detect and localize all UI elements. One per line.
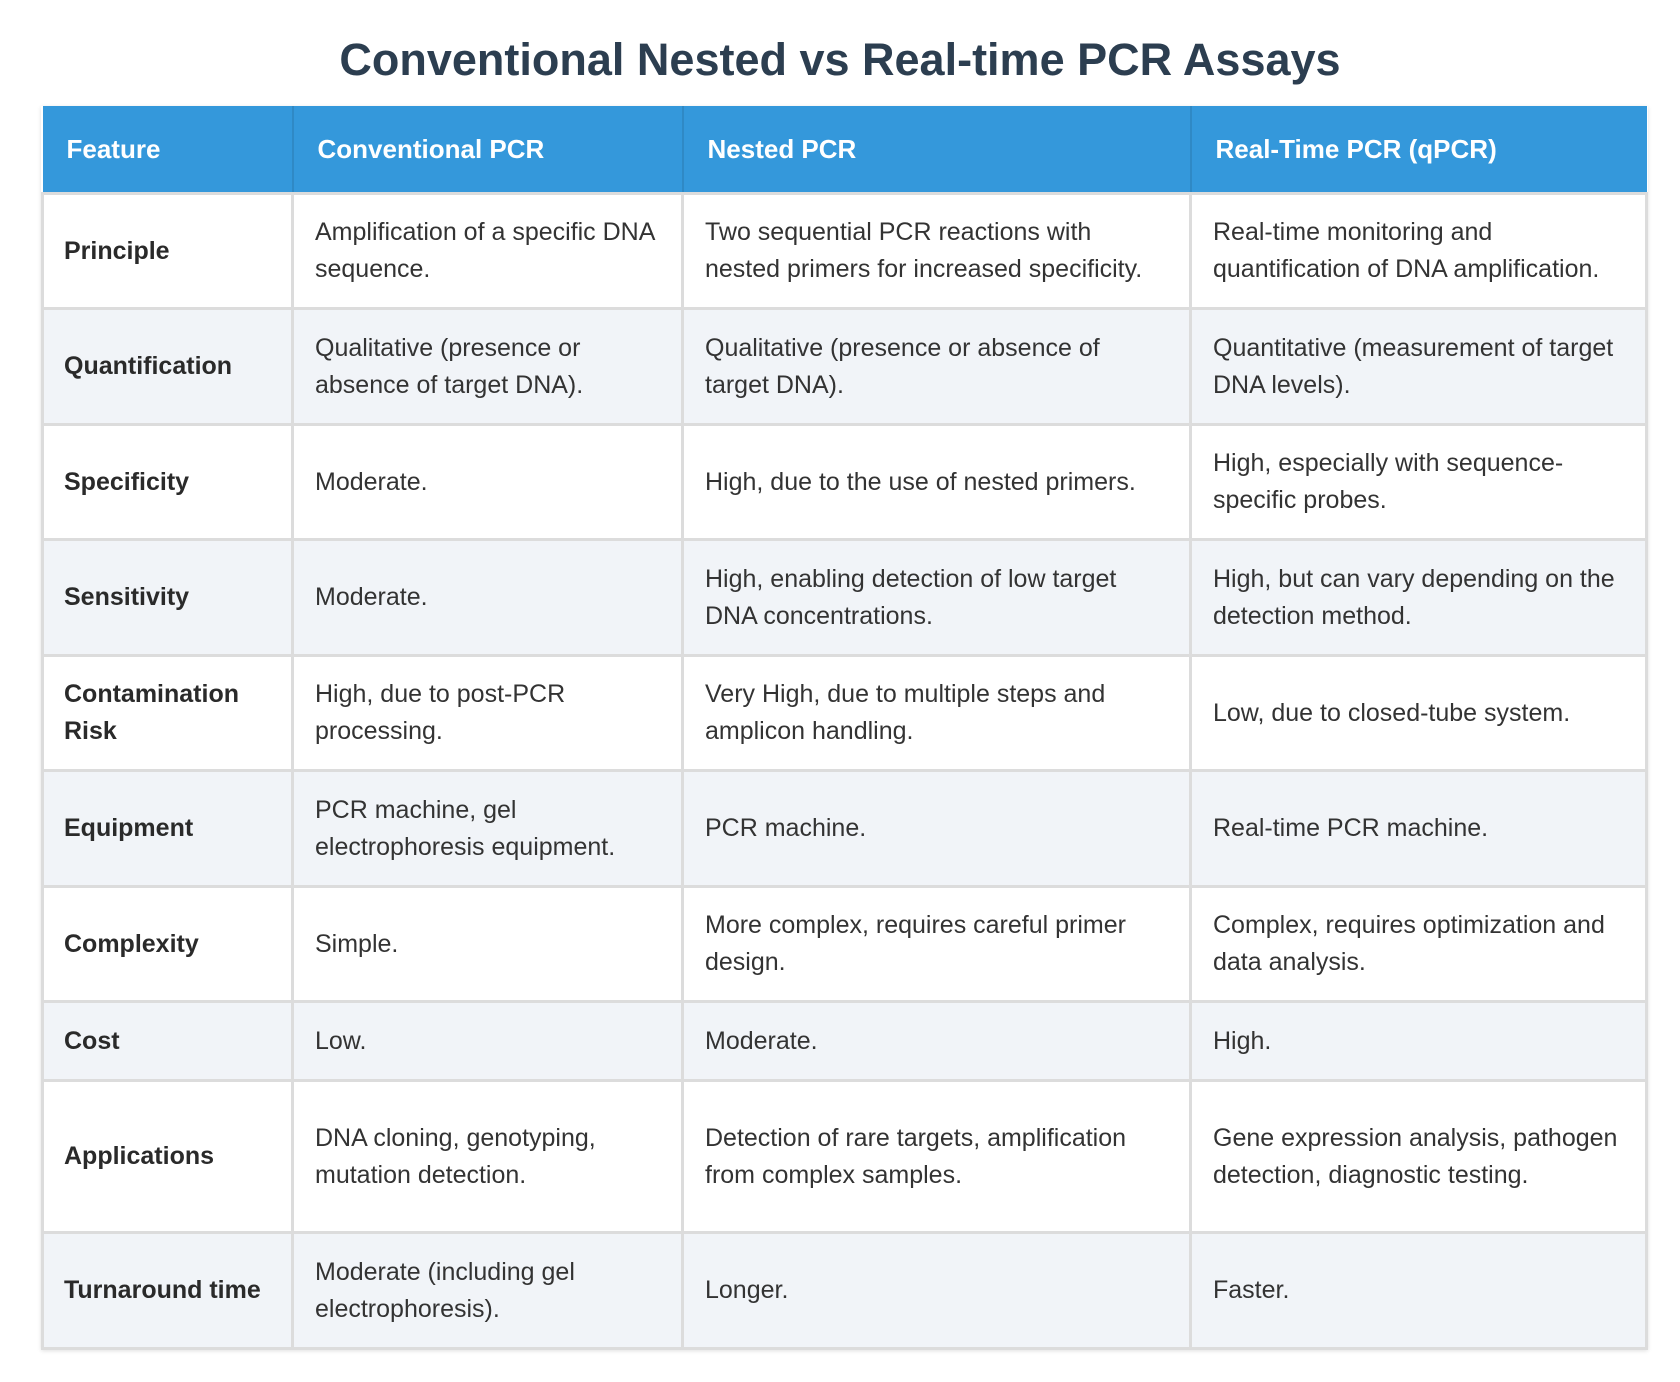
conventional-cell: Moderate.: [291, 423, 684, 541]
nested-cell: Longer.: [681, 1231, 1192, 1350]
table-row: Cost Low. Moderate. High.: [41, 1000, 1648, 1082]
conventional-cell: Amplification of a specific DNA sequence…: [291, 192, 684, 310]
realtime-cell: High, especially with sequence-specific …: [1189, 423, 1648, 541]
table-row: Quantification Qualitative (presence or …: [41, 307, 1648, 426]
feature-cell: Sensitivity: [41, 538, 294, 657]
nested-cell: Qualitative (presence or absence of targ…: [681, 307, 1192, 426]
realtime-cell: Gene expression analysis, pathogen detec…: [1189, 1079, 1648, 1234]
comparison-table: Feature Conventional PCR Nested PCR Real…: [41, 106, 1648, 1350]
header-real-time-pcr: Real-Time PCR (qPCR): [1190, 106, 1647, 195]
feature-cell: Contamination Risk: [41, 654, 294, 772]
table-row: Contamination Risk High, due to post-PCR…: [41, 654, 1648, 772]
realtime-cell: Real-time PCR machine.: [1189, 769, 1648, 888]
nested-cell: High, due to the use of nested primers.: [681, 423, 1192, 541]
realtime-cell: Real-time monitoring and quantification …: [1189, 192, 1648, 310]
nested-cell: More complex, requires careful primer de…: [681, 885, 1192, 1003]
page-title: Conventional Nested vs Real-time PCR Ass…: [339, 34, 1341, 85]
table-row: Turnaround time Moderate (including gel …: [41, 1231, 1648, 1350]
nested-cell: PCR machine.: [681, 769, 1192, 888]
realtime-cell: Faster.: [1189, 1231, 1648, 1350]
feature-cell: Quantification: [41, 307, 294, 426]
table-row: Specificity Moderate. High, due to the u…: [41, 423, 1648, 541]
table-row: Principle Amplification of a specific DN…: [41, 192, 1648, 310]
nested-cell: High, enabling detection of low target D…: [681, 538, 1192, 657]
conventional-cell: Moderate (including gel electrophoresis)…: [291, 1231, 684, 1350]
realtime-cell: Quantitative (measurement of target DNA …: [1189, 307, 1648, 426]
conventional-cell: Moderate.: [291, 538, 684, 657]
feature-cell: Turnaround time: [41, 1231, 294, 1350]
feature-cell: Applications: [41, 1079, 294, 1234]
conventional-cell: DNA cloning, genotyping, mutation detect…: [291, 1079, 684, 1234]
feature-cell: Equipment: [41, 769, 294, 888]
realtime-cell: High, but can vary depending on the dete…: [1189, 538, 1648, 657]
header-nested-pcr: Nested PCR: [682, 106, 1192, 195]
conventional-cell: PCR machine, gel electrophoresis equipme…: [291, 769, 684, 888]
conventional-cell: Qualitative (presence or absence of targ…: [291, 307, 684, 426]
header-feature: Feature: [42, 106, 294, 195]
feature-cell: Complexity: [41, 885, 294, 1003]
table-row: Complexity Simple. More complex, require…: [41, 885, 1648, 1003]
nested-cell: Detection of rare targets, amplification…: [681, 1079, 1192, 1234]
table-row: Equipment PCR machine, gel electrophores…: [41, 769, 1648, 888]
header-row: Feature Conventional PCR Nested PCR Real…: [42, 106, 1647, 195]
header-conventional-pcr: Conventional PCR: [292, 106, 684, 195]
table-row: Sensitivity Moderate. High, enabling det…: [41, 538, 1648, 657]
conventional-cell: Simple.: [291, 885, 684, 1003]
feature-cell: Principle: [41, 192, 294, 310]
feature-cell: Cost: [41, 1000, 294, 1082]
realtime-cell: Complex, requires optimization and data …: [1189, 885, 1648, 1003]
table-row: Applications DNA cloning, genotyping, mu…: [41, 1079, 1648, 1234]
feature-cell: Specificity: [41, 423, 294, 541]
nested-cell: Two sequential PCR reactions with nested…: [681, 192, 1192, 310]
nested-cell: Moderate.: [681, 1000, 1192, 1082]
conventional-cell: High, due to post-PCR processing.: [291, 654, 684, 772]
nested-cell: Very High, due to multiple steps and amp…: [681, 654, 1192, 772]
realtime-cell: High.: [1189, 1000, 1648, 1082]
conventional-cell: Low.: [291, 1000, 684, 1082]
realtime-cell: Low, due to closed-tube system.: [1189, 654, 1648, 772]
